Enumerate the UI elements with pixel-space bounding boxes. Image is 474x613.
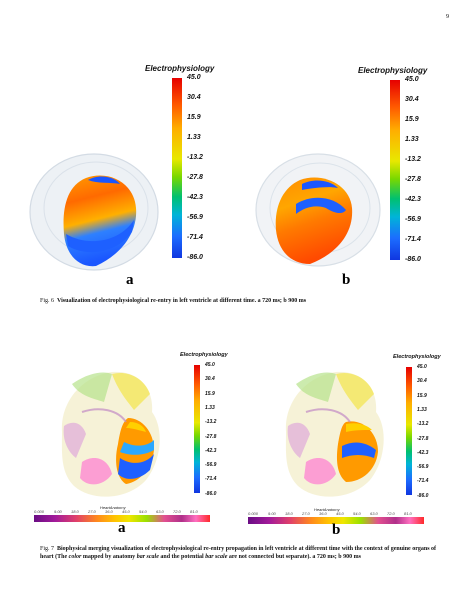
fig7-caption-color: color bbox=[68, 554, 82, 560]
fig6b-tick: -13.2 bbox=[405, 156, 421, 163]
fig7b-anatomy-tick: 81.0 bbox=[404, 511, 412, 516]
fig6b-tick: 45.0 bbox=[405, 76, 419, 83]
fig7b-colorbar-title: Electrophysiology bbox=[393, 354, 441, 360]
fig7a-anatomy-tick: 18.0 bbox=[71, 509, 79, 514]
fig6-panel-label-a: a bbox=[126, 272, 134, 288]
fig7b-tick: 30.4 bbox=[417, 378, 427, 385]
fig6b-colorbar bbox=[390, 80, 400, 260]
fig6-caption: Fig. 6 Visualization of electrophysiolog… bbox=[40, 297, 440, 305]
fig7b-tick: -42.3 bbox=[417, 449, 429, 456]
fig7a-tick: -86.0 bbox=[205, 490, 217, 497]
fig7a-tick: -13.2 bbox=[205, 419, 217, 426]
fig6b-colorbar-title: Electrophysiology bbox=[358, 66, 428, 75]
fig7a-tick: 15.9 bbox=[205, 390, 215, 397]
fig6a-tick: -13.2 bbox=[187, 154, 203, 161]
fig7b-anatomy-tick: 18.0 bbox=[285, 511, 293, 516]
fig7b-anatomy-tick: 9.00 bbox=[268, 511, 276, 516]
fig7b-anatomy-bar bbox=[248, 517, 424, 524]
fig6b-tick: -27.8 bbox=[405, 176, 421, 183]
fig7a-anatomy-tick: 27.0 bbox=[88, 509, 96, 514]
fig6b-tick: -42.3 bbox=[405, 196, 421, 203]
fig7b-colorbar-ticks: 45.0 30.4 15.9 1.33 -13.2 -27.8 -42.3 -5… bbox=[417, 364, 447, 504]
fig6b-heart-image bbox=[255, 153, 381, 267]
fig6a-tick: 30.4 bbox=[187, 94, 201, 101]
fig6b-tick: 1.33 bbox=[405, 136, 419, 143]
fig7b-tick: -56.9 bbox=[417, 464, 429, 471]
fig6a-colorbar-ticks: 45.0 30.4 15.9 1.33 -13.2 -27.8 -42.3 -5… bbox=[187, 74, 227, 264]
fig7b-anatomy-tick: 36.0 bbox=[319, 511, 327, 516]
page-number: 9 bbox=[446, 14, 449, 20]
fig7-caption-part2: mapped by anatomy bbox=[81, 554, 137, 560]
fig7a-anatomy-tick: 36.0 bbox=[105, 509, 113, 514]
fig6a-tick: -71.4 bbox=[187, 234, 203, 241]
fig6-caption-text: Visualization of electrophysiological re… bbox=[57, 298, 307, 304]
fig6a-tick: 45.0 bbox=[187, 74, 201, 81]
fig6a-tick: 1.33 bbox=[187, 134, 201, 141]
fig6b-tick: -71.4 bbox=[405, 236, 421, 243]
fig7-caption-bar2: bar scale bbox=[205, 554, 228, 560]
fig7b-anatomy-tick: 0.000 bbox=[248, 511, 259, 516]
fig7a-tick: 30.4 bbox=[205, 376, 215, 383]
fig6b-tick: 15.9 bbox=[405, 116, 419, 123]
fig7a-anatomy-tick: 0.000 bbox=[34, 509, 45, 514]
fig7a-anatomy-bar bbox=[34, 515, 210, 522]
fig7b-anatomy-tick: 54.0 bbox=[353, 511, 361, 516]
fig6b-colorbar-ticks: 45.0 30.4 15.9 1.33 -13.2 -27.8 -42.3 -5… bbox=[405, 76, 445, 266]
fig7a-tick: 1.33 bbox=[205, 404, 215, 411]
fig7b-heart-image bbox=[266, 362, 406, 507]
fig6a-colorbar bbox=[172, 78, 182, 258]
fig7b-tick: 45.0 bbox=[417, 364, 427, 370]
fig7-caption-part3: and the potential bbox=[158, 554, 206, 560]
fig7a-anatomy-tick: 54.0 bbox=[139, 509, 147, 514]
fig7a-colorbar bbox=[194, 365, 200, 493]
fig7a-tick: -56.9 bbox=[205, 462, 217, 469]
fig7b-tick: -13.2 bbox=[417, 421, 429, 428]
fig6a-heart-image bbox=[29, 153, 159, 271]
fig7a-colorbar-ticks: 45.0 30.4 15.9 1.33 -13.2 -27.8 -42.3 -5… bbox=[205, 362, 235, 502]
fig7a-anatomy-title: HeartAnatomy bbox=[100, 505, 126, 510]
fig7a-anatomy-tick: 63.0 bbox=[156, 509, 164, 514]
fig7a-anatomy-tick: 81.0 bbox=[190, 509, 198, 514]
fig6a-colorbar-title: Electrophysiology bbox=[145, 64, 215, 73]
fig7a-tick: -42.3 bbox=[205, 447, 217, 454]
fig7b-colorbar bbox=[406, 367, 412, 495]
fig7-caption-bar1: bar scale bbox=[136, 554, 159, 560]
fig6-panel-label-b: b bbox=[342, 272, 351, 288]
fig7a-heart-image bbox=[42, 362, 182, 507]
fig7a-tick: -27.8 bbox=[205, 433, 217, 440]
fig7a-tick: -71.4 bbox=[205, 476, 217, 483]
fig6a-tick: -27.8 bbox=[187, 174, 203, 181]
fig7-caption-part1: Biophysical merging visualization of ele… bbox=[40, 546, 437, 560]
fig7b-anatomy-tick: 72.0 bbox=[387, 511, 395, 516]
fig7a-anatomy-ticks: 0.000 9.00 18.0 27.0 36.0 45.0 54.0 63.0… bbox=[34, 509, 214, 515]
fig6-caption-prefix: Fig. 6 bbox=[40, 298, 55, 304]
fig7b-tick: 1.33 bbox=[417, 406, 427, 413]
fig7-caption-part4: are not connected but separate). a 720 m… bbox=[227, 554, 361, 560]
fig7-panel-label-a: a bbox=[118, 520, 126, 536]
fig7b-tick: 15.9 bbox=[417, 392, 427, 399]
fig7b-anatomy-ticks: 0.000 9.00 18.0 27.0 36.0 45.0 54.0 63.0… bbox=[248, 511, 428, 517]
fig7-panel-label-b: b bbox=[332, 522, 341, 538]
fig7b-anatomy-title: HeartAnatomy bbox=[314, 507, 340, 512]
fig6a-tick: 15.9 bbox=[187, 114, 201, 121]
fig7a-anatomy-tick: 9.00 bbox=[54, 509, 62, 514]
fig7a-tick: 45.0 bbox=[205, 362, 215, 368]
fig6a-tick: -56.9 bbox=[187, 214, 203, 221]
fig7b-tick: -71.4 bbox=[417, 478, 429, 485]
fig7b-anatomy-tick: 45.0 bbox=[336, 511, 344, 516]
fig7-caption-prefix: Fig. 7 bbox=[40, 546, 55, 552]
fig7b-tick: -27.8 bbox=[417, 435, 429, 442]
fig6b-tick: -56.9 bbox=[405, 216, 421, 223]
fig6b-tick: 30.4 bbox=[405, 96, 419, 103]
fig7b-tick: -86.0 bbox=[417, 492, 429, 499]
fig6a-tick: -42.3 bbox=[187, 194, 203, 201]
fig7b-anatomy-tick: 63.0 bbox=[370, 511, 378, 516]
fig7a-colorbar-title: Electrophysiology bbox=[180, 352, 228, 358]
fig7a-anatomy-tick: 72.0 bbox=[173, 509, 181, 514]
fig7a-anatomy-tick: 45.0 bbox=[122, 509, 130, 514]
fig7-caption: Fig. 7 Biophysical merging visualization… bbox=[40, 545, 440, 561]
fig6b-tick: -86.0 bbox=[405, 256, 421, 263]
fig7b-anatomy-tick: 27.0 bbox=[302, 511, 310, 516]
fig6a-tick: -86.0 bbox=[187, 254, 203, 261]
